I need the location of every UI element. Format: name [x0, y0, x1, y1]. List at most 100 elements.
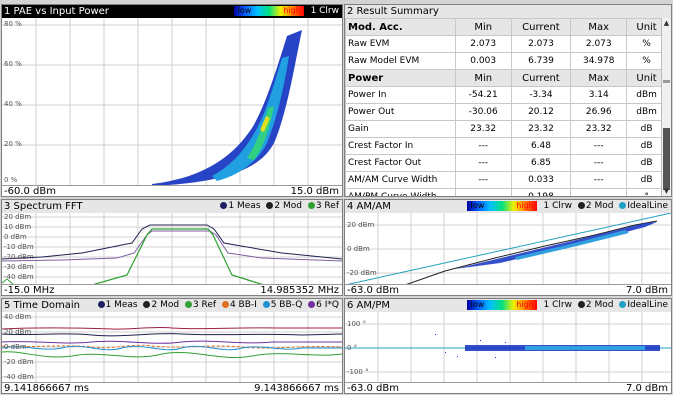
cell-current: 2.073 [510, 35, 572, 53]
am-am-y-tick: 0 dBm [347, 245, 370, 253]
header-cell: Max [570, 69, 628, 87]
header-cell: Min [454, 18, 512, 36]
spectrum-legend: 1 Meas 2 Mod 3 Ref [217, 200, 339, 213]
am-pm-window[interactable]: 6 AM/PM low high 1 Clrw 2 Mod IdealLine 1… [344, 298, 672, 394]
legend-dot [577, 202, 585, 209]
am-pm-title-bar[interactable]: 6 AM/PM low high 1 Clrw 2 Mod IdealLine [345, 299, 671, 312]
table-row[interactable]: Power Out -30.06 20.12 26.96 dBm [345, 103, 667, 121]
pae-y-tick: 0 % [4, 176, 18, 184]
table-row[interactable]: Gain 23.32 23.32 23.32 dB [345, 120, 667, 138]
cell-current: 0.033 [510, 171, 572, 189]
scroll-down-button[interactable]: ▼ [663, 187, 670, 195]
cell-max: --- [570, 171, 628, 189]
row-label: Gain [345, 120, 456, 138]
legend-dot [97, 301, 105, 308]
pae-window[interactable]: 1 PAE vs Input Power low high 1 Clrw 80 %… [1, 4, 343, 197]
cell-max: 3.14 [570, 86, 628, 104]
result-summary-table: Mod. Acc. Min Current Max Unit Raw EVM 2… [345, 18, 667, 196]
am-am-y-tick: -20 dBm [347, 269, 377, 277]
result-summary-window[interactable]: 2 Result Summary Mod. Acc. Min Current M… [344, 4, 672, 197]
header-cell: Current [510, 18, 572, 36]
table-row[interactable]: Crest Factor In --- 6.48 --- dB [345, 137, 667, 155]
scroll-thumb[interactable] [663, 128, 670, 190]
table-row[interactable]: Raw Model EVM 0.003 6.739 34.978 % [345, 52, 667, 70]
result-summary-scrollbar[interactable]: ▲ ▼ [661, 18, 671, 196]
am-pm-plot[interactable]: 100 ° 0 ° -100 ° [345, 312, 671, 383]
header-cell: Max [570, 18, 628, 36]
time-domain-x-end: 9.143866667 ms [254, 383, 339, 394]
legend-mod: 2 Mod [151, 300, 180, 310]
cell-current: 23.32 [510, 120, 572, 138]
spectrum-y-tick: -30 dBm [4, 263, 34, 271]
color-scale-high: high [283, 5, 301, 15]
legend-mod: 2 Mod [274, 201, 302, 211]
header-cell: Unit [626, 69, 667, 87]
table-row[interactable]: Crest Factor Out --- 6.85 --- dB [345, 154, 667, 172]
legend-iq: 6 I*Q [316, 300, 339, 310]
legend-dot [619, 301, 627, 308]
spectrum-window[interactable]: 3 Spectrum FFT 1 Meas 2 Mod 3 Ref 20 dBm… [1, 199, 343, 296]
legend-dot [307, 202, 315, 209]
result-summary-title-bar[interactable]: 2 Result Summary [345, 5, 671, 18]
cell-min: --- [454, 137, 512, 155]
legend-ideal-line: IdealLine [627, 300, 668, 310]
scroll-up-button[interactable]: ▲ [663, 19, 670, 27]
cell-min: 2.073 [454, 35, 512, 53]
am-am-window[interactable]: 4 AM/AM low high 1 Clrw 2 Mod IdealLine 2… [344, 199, 672, 296]
time-domain-window[interactable]: 5 Time Domain 1 Meas 2 Mod 3 Ref 4 BB-I … [1, 298, 343, 394]
pae-x-axis: -60.0 dBm 15.0 dBm [2, 185, 342, 196]
am-am-title-bar[interactable]: 4 AM/AM low high 1 Clrw 2 Mod IdealLine [345, 200, 671, 213]
am-am-plot[interactable]: 20 dBm 0 dBm -20 dBm [345, 213, 671, 285]
row-label: Power Out [345, 103, 456, 121]
legend-ref: 3 Ref [315, 201, 339, 211]
legend-clrw: 1 Clrw [543, 300, 572, 310]
time-domain-y-tick: 0 dBm [4, 343, 27, 351]
spectrum-y-tick: -10 dBm [4, 243, 34, 251]
am-pm-y-tick: 0 ° [347, 344, 358, 352]
am-am-legend: low high 1 Clrw 2 Mod IdealLine [466, 200, 668, 213]
table-row[interactable]: Raw EVM 2.073 2.073 2.073 % [345, 35, 667, 53]
spectrum-x-end: 14.985352 MHz [260, 285, 339, 296]
cell-max: 26.96 [570, 103, 628, 121]
time-domain-legend: 1 Meas 2 Mod 3 Ref 4 BB-I 5 BB-Q 6 I*Q [95, 299, 339, 312]
legend-mod: 2 Mod [585, 300, 614, 310]
cell-max: --- [570, 137, 628, 155]
header-cell: Mod. Acc. [345, 18, 456, 36]
pae-y-tick: 80 % [4, 20, 22, 28]
spectrum-plot[interactable]: 20 dBm 10 dBm 0 dBm -10 dBm -20 dBm -30 … [2, 213, 342, 285]
pae-y-tick: 40 % [4, 100, 22, 108]
legend-dot [266, 202, 274, 209]
pae-trace-label: 1 Clrw [310, 6, 339, 16]
am-am-x-end: 7.0 dBm [625, 285, 668, 296]
cell-min: 23.32 [454, 120, 512, 138]
table-row[interactable]: Power In -54.21 -3.34 3.14 dBm [345, 86, 667, 104]
row-label: AM/AM Curve Width [345, 171, 456, 189]
color-scale-bar: low high [466, 200, 537, 211]
spectrum-y-tick: -20 dBm [4, 253, 34, 261]
pae-y-tick: 60 % [4, 60, 22, 68]
time-domain-title-bar[interactable]: 5 Time Domain 1 Meas 2 Mod 3 Ref 4 BB-I … [2, 299, 342, 312]
legend-dot [619, 202, 627, 209]
cell-max: 2.073 [570, 35, 628, 53]
spectrum-y-tick: 0 dBm [4, 233, 27, 241]
row-label: Crest Factor Out [345, 154, 456, 172]
pae-title-bar[interactable]: 1 PAE vs Input Power low high 1 Clrw [2, 5, 342, 18]
legend-meas: 1 Meas [105, 300, 138, 310]
table-row[interactable]: AM/PM Curve Width --- 0.198 --- ° [345, 188, 667, 196]
spectrum-y-tick: 10 dBm [4, 223, 32, 231]
legend-ref: 3 Ref [192, 300, 217, 310]
pae-plot[interactable]: 80 % 60 % 40 % 20 % 0 % [2, 18, 342, 186]
legend-dot [262, 301, 270, 308]
header-cell: Unit [626, 18, 667, 36]
spectrum-title-bar[interactable]: 3 Spectrum FFT 1 Meas 2 Mod 3 Ref [2, 200, 342, 213]
spectrum-title: 3 Spectrum FFT [4, 201, 83, 212]
am-pm-legend: low high 1 Clrw 2 Mod IdealLine [466, 299, 668, 312]
time-domain-plot[interactable]: 40 dBm 20 dBm 0 dBm -20 dBm -40 dBm [2, 312, 342, 383]
spectrum-y-tick: 20 dBm [4, 213, 32, 221]
legend-clrw: 1 Clrw [543, 201, 572, 211]
cell-min: --- [454, 188, 512, 196]
time-domain-y-tick: -40 dBm [4, 373, 34, 381]
table-row[interactable]: AM/AM Curve Width --- 0.033 --- dB [345, 171, 667, 189]
legend-mod: 2 Mod [585, 201, 614, 211]
cell-current: 0.198 [510, 188, 572, 196]
